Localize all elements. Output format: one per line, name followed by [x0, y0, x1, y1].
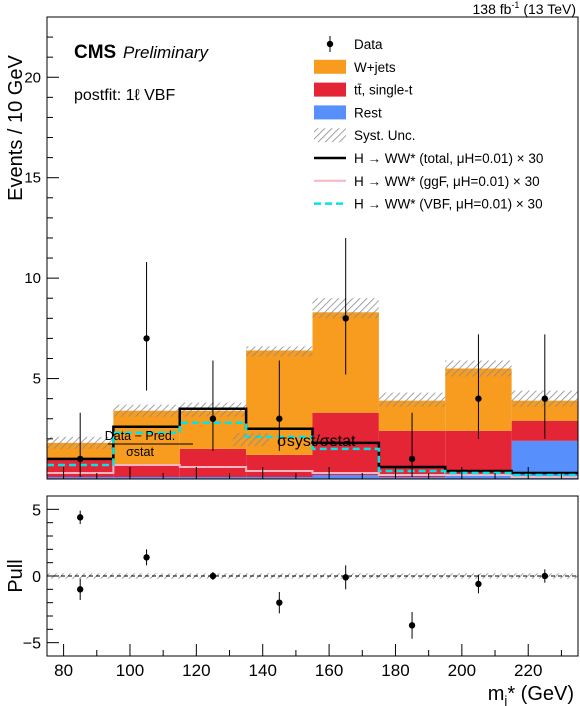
bar-wjets-2: [113, 410, 180, 465]
pull-point-7: [408, 622, 416, 629]
bar-rest-1: [47, 476, 114, 479]
bar-rest-6: [378, 476, 446, 479]
bar-rest-2: [113, 476, 180, 479]
bar-rest-5: [312, 474, 379, 479]
x-tick-label: 220: [514, 661, 542, 680]
legend-entry-wjets-label: W+jets: [354, 60, 396, 75]
pull-y-axis-label: Pull: [5, 559, 27, 592]
main-data-layer: [76, 237, 549, 477]
main-frame: [46, 16, 579, 480]
legend-entry-rest-swatch: [314, 105, 346, 120]
bar-rest-4: [246, 476, 313, 479]
legend-entry-syst-label: Syst. Unc.: [354, 128, 416, 143]
syst-band-bin-6: [378, 392, 446, 407]
main-y-tick-label: 10: [24, 270, 41, 287]
pull-point-3: [143, 554, 150, 561]
bar-rest-7: [445, 474, 512, 479]
pull-point-1: [76, 514, 84, 521]
main-axes-layer: 5 10 15 20: [24, 36, 562, 479]
syst-band-bin-4: [246, 346, 313, 357]
pull-legend: Data − Pred. σstat σsyst/σstat: [105, 429, 356, 459]
pull-point-8: [475, 580, 482, 588]
pull-point-2: [76, 586, 84, 593]
legend-entry-rest-label: Rest: [354, 105, 382, 120]
legend-entry-ggf-label: H → WW* (ggF, μH=0.01) × 30: [354, 174, 540, 189]
bar-top-3: [179, 448, 247, 477]
legend: Data W+jets tt̄, single-t Rest Syst. Unc. H →…: [314, 36, 543, 212]
pull-y-tick-label: −5: [23, 636, 41, 653]
pull-legend-syst-swatch: [233, 433, 269, 446]
data-point-4: [276, 415, 283, 422]
x-axis-label: mj* (GeV): [488, 683, 574, 706]
pull-band-layer: [47, 573, 578, 579]
pull-point-6: [342, 574, 349, 581]
x-tick-label: 120: [182, 661, 210, 680]
data-point-7: [475, 395, 482, 402]
legend-entry-total-label: H → WW* (total, μH=0.01) × 30: [354, 151, 543, 166]
legend-entry-top-label: tt̄, single-t: [354, 83, 413, 98]
legend-entry-top-swatch: [314, 82, 346, 97]
data-point-3: [209, 415, 217, 422]
x-tick-label: 200: [448, 661, 476, 680]
pull-data-layer: [76, 510, 549, 639]
pull-y-tick-label: 0: [32, 569, 41, 586]
bar-top-2: [113, 464, 180, 477]
x-tick-label: 160: [315, 661, 343, 680]
pull-axes-layer: −5 0 5 80 100 120 140 160 180 200 220: [23, 495, 562, 680]
pull-legend-syst-ratio: σsyst/σstat: [277, 433, 356, 450]
data-point-5: [342, 315, 349, 322]
higgs-ggf-line: [47, 463, 578, 478]
main-syst-band-layer: [47, 298, 578, 449]
legend-entry-vbf-label: H → WW* (VBF, μH=0.01) × 30: [354, 197, 543, 212]
pull-legend-numerator: Data − Pred.: [105, 429, 176, 443]
data-point-8: [541, 395, 549, 402]
legend-entry-wjets-swatch: [314, 59, 346, 74]
main-higgs-lines-layer: [47, 407, 578, 478]
pull-syst-band: [47, 573, 578, 579]
higgs-vbf-line: [47, 421, 578, 477]
syst-band-bin-2: [113, 404, 180, 417]
x-tick-label: 140: [249, 661, 277, 680]
pull-y-tick-label: 5: [32, 502, 41, 519]
main-y-tick-label: 15: [24, 170, 41, 187]
lumi-label: 138 fb-1 (13 TeV): [473, 0, 577, 17]
main-y-tick-label: 20: [24, 69, 41, 86]
pull-point-5: [276, 599, 283, 606]
data-point-2: [143, 335, 150, 342]
main-y-axis-label: Events / 10 GeV: [5, 55, 27, 201]
legend-entry-data-label: Data: [354, 37, 383, 52]
data-point-6: [408, 455, 416, 463]
pull-point-4: [209, 572, 217, 580]
x-tick-label: 100: [116, 661, 144, 680]
data-point-1: [76, 455, 84, 463]
x-tick-label: 180: [381, 661, 409, 680]
legend-entry-data-marker: [326, 40, 334, 48]
bar-rest-3: [179, 476, 247, 479]
region-label: postfit: 1ℓ VBF: [74, 87, 175, 104]
legend-entry-syst-swatch: [314, 128, 346, 143]
bar-top-4: [246, 454, 313, 477]
pull-legend-denominator: σstat: [126, 445, 154, 459]
main-y-tick-label: 5: [33, 371, 41, 388]
cms-logo-text: CMS: [74, 42, 116, 63]
x-tick-label: 80: [54, 661, 73, 680]
pull-point-9: [541, 572, 549, 580]
preliminary-label: Preliminary: [123, 43, 210, 62]
